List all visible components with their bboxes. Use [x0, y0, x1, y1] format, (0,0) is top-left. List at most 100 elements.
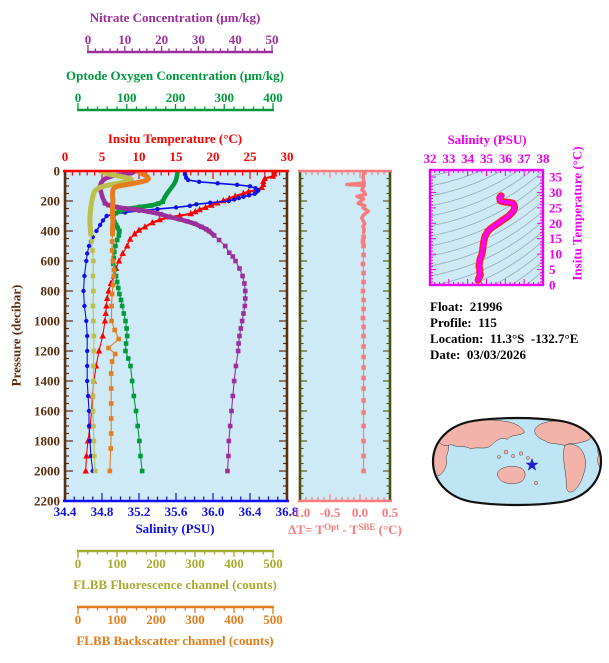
- main-profile-plot-area: [65, 171, 287, 501]
- svg-text:35: 35: [480, 151, 494, 166]
- svg-text:400: 400: [224, 556, 244, 571]
- svg-text:0: 0: [75, 556, 82, 571]
- ts-temperature-title: Insitu Temperature (°C): [569, 146, 585, 281]
- svg-text:32: 32: [424, 151, 437, 166]
- svg-text:100: 100: [117, 90, 137, 105]
- svg-text:20: 20: [549, 216, 562, 231]
- svg-text:2000: 2000: [34, 464, 60, 479]
- svg-text:34.8: 34.8: [91, 504, 114, 519]
- location-row: Location: 11.3°S -132.7°E: [430, 331, 578, 347]
- svg-text:33: 33: [442, 151, 456, 166]
- svg-text:36.4: 36.4: [239, 504, 262, 519]
- svg-text:36: 36: [499, 151, 513, 166]
- svg-text:30: 30: [281, 149, 294, 164]
- delta-t-plot-area: [300, 171, 390, 501]
- date-label: Date:: [430, 347, 461, 362]
- location-value: 11.3°S -132.7°E: [489, 331, 579, 346]
- profile-number-label: Profile:: [430, 315, 472, 330]
- svg-text:600: 600: [41, 254, 61, 269]
- svg-text:38: 38: [537, 151, 551, 166]
- svg-text:-0.5: -0.5: [320, 505, 341, 520]
- svg-text:300: 300: [185, 612, 205, 627]
- delta-t-formula-suffix: (°C): [375, 522, 402, 537]
- svg-text:100: 100: [107, 556, 127, 571]
- svg-text:300: 300: [185, 556, 205, 571]
- svg-text:200: 200: [41, 194, 61, 209]
- float-position-star: [525, 457, 539, 471]
- svg-text:0.5: 0.5: [382, 505, 399, 520]
- nitrate-axis-title: Nitrate Concentration (μm/kg): [89, 10, 261, 25]
- svg-text:1600: 1600: [34, 404, 60, 419]
- delta-t-formula-mid: - T: [339, 522, 359, 537]
- backscatter-axis-title: FLBB Backscatter channel (counts): [76, 633, 274, 648]
- svg-text:30: 30: [192, 32, 205, 47]
- svg-text:400: 400: [224, 612, 244, 627]
- svg-text:400: 400: [263, 90, 283, 105]
- svg-text:20: 20: [207, 149, 220, 164]
- svg-text:1400: 1400: [34, 374, 60, 389]
- svg-text:-1.0: -1.0: [290, 505, 311, 520]
- date-value: 03/03/2026: [466, 347, 527, 362]
- svg-text:20: 20: [155, 32, 168, 47]
- svg-text:37: 37: [518, 151, 532, 166]
- delta-t-formula-prefix: ΔT= T: [288, 522, 325, 537]
- svg-text:36.8: 36.8: [276, 504, 299, 519]
- svg-text:1200: 1200: [34, 344, 60, 359]
- svg-text:15: 15: [549, 231, 563, 246]
- delta-t-formula: ΔT= TOpt - TSBE (°C): [278, 520, 412, 537]
- svg-text:10: 10: [549, 247, 562, 262]
- svg-text:300: 300: [215, 90, 235, 105]
- float-id-label: Float:: [430, 299, 464, 314]
- svg-text:10: 10: [133, 149, 146, 164]
- svg-text:35.2: 35.2: [128, 504, 151, 519]
- svg-text:0: 0: [54, 164, 61, 179]
- svg-text:800: 800: [41, 284, 61, 299]
- svg-text:50: 50: [266, 32, 279, 47]
- svg-text:0: 0: [62, 149, 69, 164]
- svg-text:400: 400: [41, 224, 61, 239]
- ts-salinity-title: Salinity (PSU): [447, 132, 527, 147]
- svg-text:500: 500: [263, 556, 283, 571]
- svg-text:200: 200: [146, 556, 166, 571]
- location-label: Location:: [430, 331, 484, 346]
- float-id-row: Float: 21996: [430, 299, 578, 315]
- delta-t-formula-sup-opt: Opt: [324, 522, 340, 532]
- svg-text:100: 100: [107, 612, 127, 627]
- delta-t-formula-sup-sbe: SBE: [358, 522, 376, 532]
- float-info-block: Float: 21996 Profile: 115 Location: 11.3…: [430, 299, 578, 363]
- pressure-axis-title: Pressure (decibar): [8, 284, 24, 387]
- svg-text:35: 35: [549, 170, 563, 185]
- svg-text:200: 200: [166, 90, 186, 105]
- svg-text:200: 200: [146, 612, 166, 627]
- ts-diagram-plot-area: [430, 170, 543, 285]
- date-row: Date: 03/03/2026: [430, 347, 578, 363]
- svg-text:2200: 2200: [34, 494, 60, 509]
- svg-text:34.4: 34.4: [54, 504, 77, 519]
- svg-text:0: 0: [75, 90, 82, 105]
- svg-text:0: 0: [85, 32, 92, 47]
- svg-text:0.0: 0.0: [352, 505, 368, 520]
- svg-text:30: 30: [549, 185, 562, 200]
- world-map: [433, 418, 601, 505]
- salinity-axis-title: Salinity (PSU): [135, 521, 215, 536]
- svg-text:10: 10: [118, 32, 131, 47]
- svg-text:25: 25: [549, 200, 563, 215]
- svg-text:0: 0: [75, 612, 82, 627]
- profile-number-row: Profile: 115: [430, 315, 578, 331]
- svg-text:0: 0: [549, 278, 556, 293]
- svg-text:25: 25: [244, 149, 258, 164]
- oxygen-axis-title: Optode Oxygen Concentration (μm/kg): [66, 68, 284, 83]
- svg-text:1800: 1800: [34, 434, 60, 449]
- profile-number-value: 115: [478, 315, 497, 330]
- fluorescence-axis-title: FLBB Fluorescence channel (counts): [73, 577, 277, 592]
- svg-text:500: 500: [263, 612, 283, 627]
- svg-text:15: 15: [170, 149, 184, 164]
- float-id-value: 21996: [469, 299, 503, 314]
- svg-text:34: 34: [461, 151, 475, 166]
- svg-text:5: 5: [549, 262, 556, 277]
- temperature-axis-title: Insitu Temperature (°C): [107, 131, 243, 146]
- svg-text:1000: 1000: [34, 314, 60, 329]
- svg-text:5: 5: [99, 149, 106, 164]
